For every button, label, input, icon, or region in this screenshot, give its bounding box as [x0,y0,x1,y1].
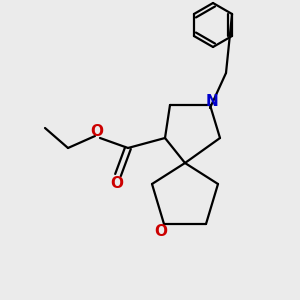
Text: O: O [91,124,103,140]
Text: O: O [110,176,124,191]
Text: N: N [206,94,218,110]
Text: O: O [154,224,167,239]
